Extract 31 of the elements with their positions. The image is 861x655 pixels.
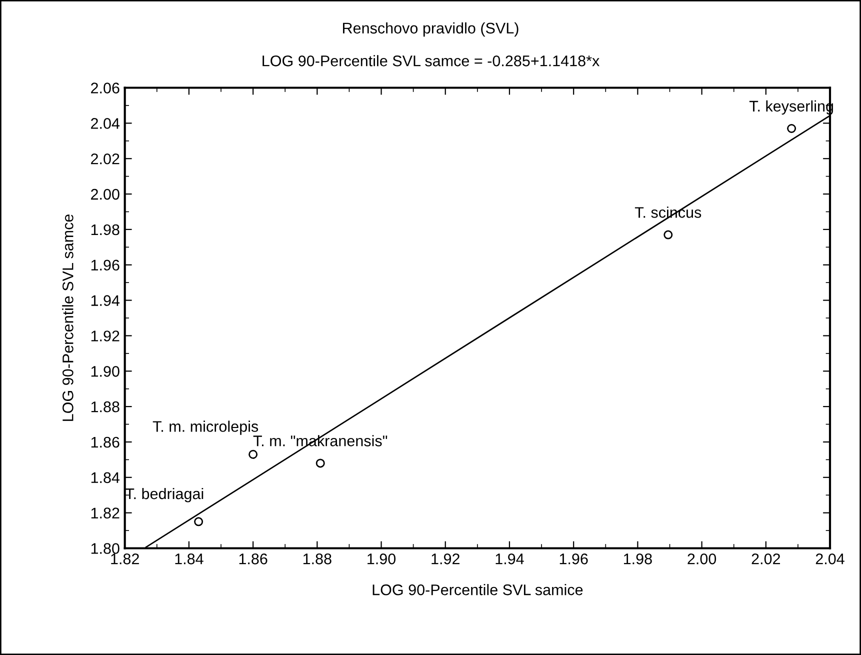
annotation: T. m. microlepis	[152, 420, 258, 435]
x-tick-label: 2.04	[816, 554, 844, 564]
x-axis-title: LOG 90-Percentile SVL samice	[372, 584, 583, 596]
x-tick-label: 1.88	[303, 554, 332, 564]
x-tick-label: 1.84	[175, 554, 204, 564]
y-tick-label: 1.88	[91, 401, 120, 412]
y-tick-label: 1.92	[91, 330, 120, 342]
y-tick-label: 1.94	[91, 295, 120, 306]
y-tick-label: 1.84	[91, 472, 120, 484]
x-tick-label: 1.90	[368, 554, 396, 564]
y-tick-label: 1.96	[91, 260, 120, 271]
x-tick-label: 1.96	[560, 554, 588, 564]
y-tick-label: 2.02	[91, 153, 120, 164]
chart-title: Renschovo pravidlo (SVL)	[343, 22, 518, 37]
x-tick-label: 1.94	[496, 554, 524, 564]
x-tick-label: 2.02	[752, 554, 780, 564]
y-tick-label: 2.00	[91, 188, 120, 200]
y-tick-label: 1.80	[91, 543, 120, 554]
y-tick-label: 1.86	[91, 436, 120, 448]
x-tick-label: 1.92	[432, 554, 460, 564]
x-tick-label: 1.82	[111, 554, 139, 564]
y-tick-label: 1.98	[91, 224, 120, 236]
y-tick-label: 1.82	[91, 508, 120, 518]
y-tick-label: 2.06	[91, 82, 120, 94]
x-tick-label: 1.86	[239, 554, 268, 564]
chart-subtitle: LOG 90-Percentile SVL samce = -0.285+1.1418*x	[262, 55, 600, 66]
y-tick-label: 2.04	[91, 118, 120, 129]
y-tick-label: 1.90	[91, 366, 120, 377]
y-axis-title: LOG 90-Percentile SVL samce	[62, 214, 74, 421]
x-tick-label: 2.00	[688, 554, 716, 564]
x-tick-label: 1.98	[624, 554, 652, 564]
